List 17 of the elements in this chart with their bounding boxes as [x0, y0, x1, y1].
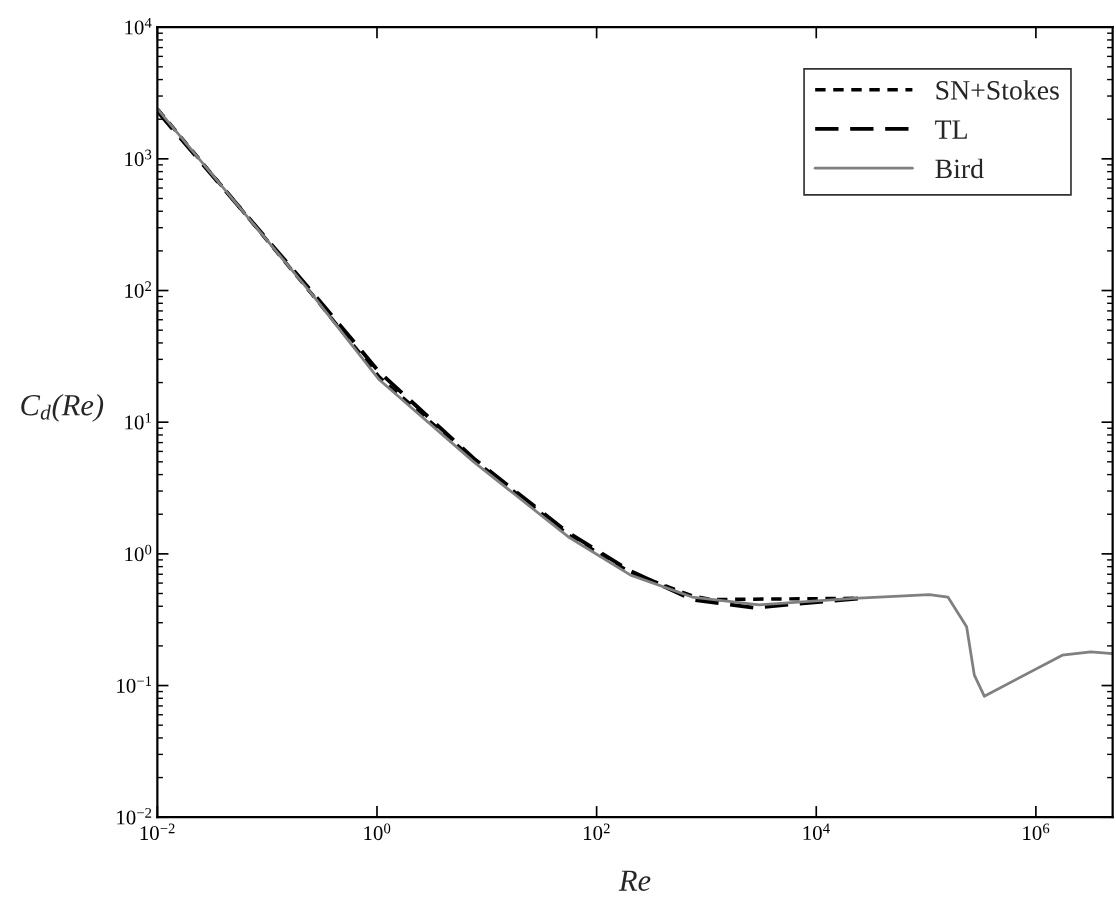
y-tick-label: 10$^{−2}$ [117, 807, 152, 825]
x-tick-label: 10$^{0}$ [364, 823, 391, 841]
x-tick-label: 10$^{−2}$ [140, 823, 175, 841]
x-tick-label: 10$^{6}$ [1023, 823, 1050, 841]
x-axis-title: Re [618, 870, 651, 891]
y-tick-label: 10$^{3}$ [125, 149, 152, 167]
legend-label: Bird [935, 158, 984, 179]
y-tick-label: 10$^{2}$ [125, 281, 152, 298]
x-tick-label: 10$^{2}$ [583, 823, 610, 841]
y-tick-label: 10$^{1}$ [125, 412, 151, 430]
y-tick-label: 10$^{4}$ [125, 17, 152, 35]
y-tick-label: 10$^{−1}$ [117, 676, 152, 693]
x-tick-label: 10$^{4}$ [803, 823, 830, 841]
y-tick-label: 10$^{0}$ [125, 544, 152, 562]
legend-label: TL [935, 120, 967, 139]
legend-label: SN+Stokes [936, 80, 1059, 100]
y-axis-title: C$_{d}$(Re) [21, 394, 104, 422]
